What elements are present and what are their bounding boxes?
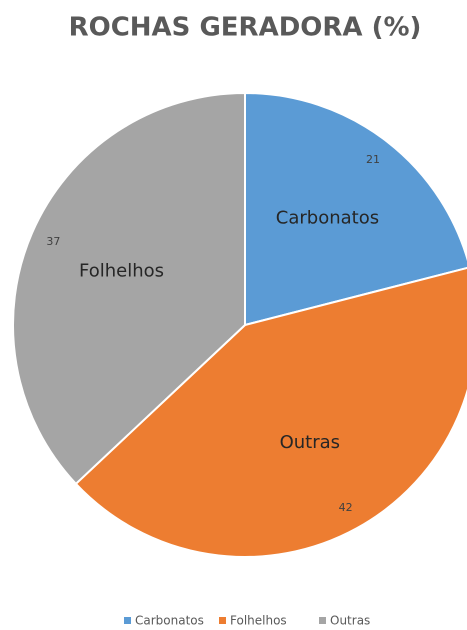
pie-slice — [74, 266, 467, 558]
slice-label: Outras — [280, 432, 340, 453]
value-label: 42 — [339, 501, 353, 514]
value-label: 21 — [366, 153, 380, 166]
legend-swatch — [124, 617, 131, 624]
pie-slice — [244, 91, 467, 327]
slice-label: Folhelhos — [79, 261, 164, 282]
legend-swatch — [319, 617, 326, 624]
pie-slice — [12, 91, 246, 486]
legend-label: Folhelhos — [230, 614, 287, 628]
legend-swatch — [219, 617, 226, 624]
value-label: 37 — [46, 235, 60, 248]
legend-label: Outras — [330, 614, 370, 628]
slice-label: Carbonatos — [276, 208, 379, 229]
chart-title: ROCHAS GERADORA (%) — [69, 13, 422, 43]
legend-label: Carbonatos — [135, 614, 204, 628]
